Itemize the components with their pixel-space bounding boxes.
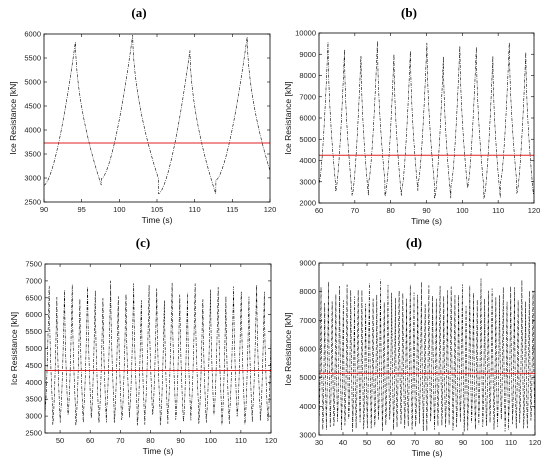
y-axis-label: Ice Resistance [kN] (283, 312, 293, 385)
x-tick-label: 50 (363, 438, 371, 447)
y-tick-label: 5000 (24, 78, 41, 87)
x-tick-label: 90 (422, 206, 430, 215)
panel-d-series-line (319, 278, 535, 432)
panel-b-series-line (319, 40, 534, 200)
panel-b: (b) 60 70 80 90 100 110 120 2000 3000 4000 5000 600… (283, 5, 540, 226)
x-tick-label: 60 (86, 436, 94, 445)
x-tick-label: 100 (113, 205, 126, 214)
y-tick-label: 7000 (299, 92, 316, 101)
x-tick-label: 120 (264, 205, 277, 214)
x-tick-label: 70 (351, 206, 359, 215)
x-axis-label: Time (s) (412, 448, 443, 458)
y-axis-label: Ice Resistance [kN] (9, 312, 19, 385)
y-tick-label: 2000 (299, 199, 316, 208)
y-tick-label: 7500 (25, 260, 42, 269)
y-tick-label: 9000 (299, 259, 316, 268)
y-tick-label: 5000 (299, 373, 316, 382)
y-tick-label: 3500 (25, 395, 42, 404)
panel-b-label: (b) (401, 5, 417, 20)
x-tick-label: 100 (204, 436, 217, 445)
y-tick-label: 6000 (24, 30, 41, 39)
x-tick-label: 60 (387, 438, 395, 447)
x-tick-label: 70 (116, 436, 124, 445)
y-tick-label: 3000 (24, 174, 41, 183)
panel-c-label: (c) (136, 235, 150, 250)
x-tick-label: 120 (528, 206, 541, 215)
y-tick-label: 8000 (299, 71, 316, 80)
y-tick-label: 10000 (295, 29, 316, 38)
panel-a-series-line (44, 34, 270, 195)
x-tick-label: 60 (315, 206, 323, 215)
y-tick-label: 5000 (299, 135, 316, 144)
panel-a: (a) 90 95 100 105 110 115 120 2500 3000 3500 4000 4… (8, 5, 276, 225)
panel-a-plot-frame (43, 33, 271, 203)
x-tick-label: 105 (151, 205, 164, 214)
x-tick-label: 110 (505, 438, 517, 447)
y-tick-label: 6000 (299, 114, 316, 123)
y-tick-label: 5500 (25, 327, 42, 336)
y-tick-label: 2500 (25, 429, 42, 438)
y-tick-label: 2500 (24, 198, 41, 207)
x-tick-label: 110 (492, 206, 504, 215)
x-tick-label: 100 (456, 206, 469, 215)
y-tick-label: 7000 (25, 276, 42, 285)
x-tick-label: 100 (481, 438, 494, 447)
y-tick-label: 4000 (24, 126, 41, 135)
x-tick-label: 110 (235, 436, 247, 445)
x-tick-label: 50 (56, 436, 64, 445)
y-tick-label: 6000 (25, 310, 42, 319)
y-tick-label: 4000 (25, 378, 42, 387)
panel-c-plot: 50 60 70 80 90 100 110 120 2500 3000 3500 4000 4500 5… (9, 260, 277, 457)
y-tick-label: 3500 (24, 150, 41, 159)
panel-c: (c) 50 60 70 80 90 100 110 120 2500 3000 3500 4000 4… (9, 235, 277, 456)
x-tick-label: 90 (176, 436, 184, 445)
x-axis-label: Time (s) (142, 215, 173, 225)
y-axis-label: Ice Resistance [kN] (283, 81, 293, 154)
y-tick-label: 3000 (299, 431, 316, 440)
panel-a-label: (a) (131, 5, 146, 20)
x-axis-label: Time (s) (411, 216, 442, 226)
y-tick-label: 7000 (299, 316, 316, 325)
x-tick-label: 80 (386, 206, 394, 215)
y-axis-label: Ice Resistance [kN] (8, 81, 18, 154)
panel-d: (d) 30 40 50 60 70 80 90 100 110 120 3000 4000 5000 6… (283, 235, 541, 458)
y-tick-label: 4000 (299, 156, 316, 165)
panel-b-plot: 60 70 80 90 100 110 120 2000 3000 4000 5000 6000 700… (283, 29, 540, 227)
y-tick-label: 3000 (299, 177, 316, 186)
panel-a-plot: 90 95 100 105 110 115 120 2500 3000 3500 4000 4500 5… (8, 30, 276, 226)
x-axis-label: Time (s) (143, 446, 174, 456)
x-tick-label: 120 (529, 438, 542, 447)
x-tick-label: 120 (265, 436, 278, 445)
panel-c-series-line (45, 280, 271, 426)
y-tick-label: 6000 (299, 345, 316, 354)
x-tick-label: 80 (435, 438, 443, 447)
x-tick-label: 115 (226, 205, 238, 214)
y-tick-label: 8000 (299, 287, 316, 296)
panel-d-plot: 30 40 50 60 70 80 90 100 110 120 3000 4000 5000 6000 7… (283, 259, 541, 459)
y-tick-label: 4000 (299, 402, 316, 411)
y-tick-label: 4500 (24, 102, 41, 111)
y-tick-label: 5000 (25, 344, 42, 353)
y-tick-label: 5500 (24, 54, 41, 63)
x-tick-label: 40 (339, 438, 347, 447)
y-tick-label: 9000 (299, 50, 316, 59)
x-tick-label: 110 (189, 205, 201, 214)
x-tick-label: 80 (146, 436, 154, 445)
x-tick-label: 70 (411, 438, 419, 447)
panel-b-plot-frame (318, 32, 535, 204)
y-tick-label: 6500 (25, 293, 42, 302)
x-tick-label: 90 (40, 205, 48, 214)
x-tick-label: 90 (459, 438, 467, 447)
y-tick-label: 3000 (25, 412, 42, 421)
x-tick-label: 30 (315, 438, 323, 447)
panel-d-label: (d) (406, 235, 422, 250)
y-tick-label: 4500 (25, 361, 42, 370)
x-tick-label: 95 (77, 205, 85, 214)
